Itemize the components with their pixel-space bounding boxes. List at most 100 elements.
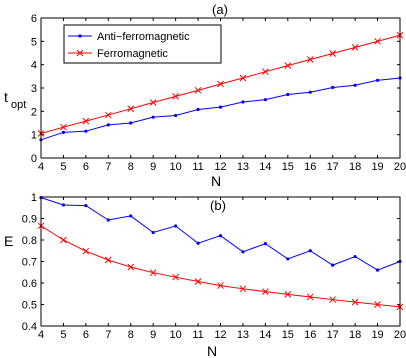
panel-a-y-tick-label: 1 <box>31 130 37 142</box>
panel-b-y-tick-label: 0.9 <box>22 214 37 226</box>
panel-b-series <box>37 196 404 311</box>
panel-b-y-tick-label: 0.7 <box>22 257 37 269</box>
panel-b-xlabel: N <box>207 343 217 358</box>
panel-b-x-tick-label: 6 <box>83 329 89 341</box>
panel-a-x-tick-label: 8 <box>128 161 134 173</box>
panel-a-point-ferromagnetic <box>262 68 269 76</box>
panel-b-x-tick-label: 14 <box>259 329 271 341</box>
panel-a-legend: Anti−ferromagnetic Ferromagnetic <box>63 24 222 64</box>
panel-a-y-tick-label: 4 <box>31 60 37 72</box>
panel-a-point-anti-ferromagnetic <box>286 92 290 97</box>
panel-a-point-anti-ferromagnetic <box>218 105 223 109</box>
panel-a-x-tick-label: 20 <box>394 161 406 173</box>
panel-a-point-anti-ferromagnetic <box>196 107 200 112</box>
panel-a-point-ferromagnetic <box>374 37 381 45</box>
panel-a-point-ferromagnetic <box>149 99 157 106</box>
panel-a-x-tick-label: 17 <box>327 161 339 173</box>
panel-b-point-ferromagnetic <box>262 288 269 295</box>
panel-b-point-ferromagnetic <box>217 282 224 289</box>
panel-a-y-tick-label: 6 <box>31 13 37 25</box>
panel-a-y-tick-label: 0 <box>31 153 37 165</box>
legend-label-anti-ferromagnetic: Anti−ferromagnetic <box>97 31 190 43</box>
panel-a-point-ferromagnetic <box>104 111 112 119</box>
panel-a-x-tick-label: 11 <box>192 161 203 173</box>
panel-b-x-tick-label: 4 <box>38 329 44 341</box>
panel-a-plot-frame <box>40 17 401 159</box>
panel-b-point-anti-ferromagnetic <box>375 268 380 272</box>
panel-b-point-ferromagnetic <box>60 236 67 244</box>
legend-entry-anti-ferromagnetic: Anti−ferromagnetic <box>68 31 190 43</box>
panel-b-x-tick-label: 18 <box>349 329 361 341</box>
legend-label-ferromagnetic: Ferromagnetic <box>97 48 168 60</box>
panel-b-x-tick-label: 8 <box>128 329 134 341</box>
panel-b-point-ferromagnetic <box>284 291 292 298</box>
panel-a-y-tick-label: 3 <box>31 83 37 95</box>
panel-b-x-ticks: 4 5 6 7 8 9 10 11 12 13 14 15 16 17 18 19 20 <box>38 197 406 341</box>
panel-b-plot-frame <box>40 196 401 327</box>
panel-b-point-ferromagnetic <box>194 278 202 285</box>
panel-a-point-ferromagnetic <box>239 74 247 82</box>
panel-a-x-tick-label: 13 <box>237 161 249 173</box>
panel-b-x-tick-label: 10 <box>170 329 182 341</box>
panel-a-point-anti-ferromagnetic <box>174 113 178 118</box>
legend-x-marker <box>76 49 84 57</box>
panel-b-point-anti-ferromagnetic <box>196 241 200 245</box>
panel-b-x-tick-label: 5 <box>60 329 66 341</box>
panel-a-x-tick-label: 5 <box>60 161 66 173</box>
panel-a-point-anti-ferromagnetic <box>129 121 133 125</box>
panel-a-point-anti-ferromagnetic <box>308 90 312 94</box>
panel-b-point-anti-ferromagnetic <box>286 257 290 261</box>
panel-a-x-tick-label: 14 <box>259 161 271 173</box>
panel-b-x-tick-label: 13 <box>237 329 249 341</box>
panel-a-ylabel: t opt <box>4 89 26 111</box>
panel-b-x-tick-label: 11 <box>192 329 203 341</box>
panel-a-x-tick-label: 16 <box>304 161 316 173</box>
panel-a-ylabel-main: t <box>4 89 8 105</box>
panel-b-point-ferromagnetic <box>374 301 381 308</box>
panel-a-point-ferromagnetic <box>217 80 224 88</box>
panel-b-point-anti-ferromagnetic <box>129 214 133 218</box>
panel-b-point-ferromagnetic <box>172 273 179 281</box>
panel-b-y-tick-label: 0.6 <box>22 278 37 290</box>
panel-b-point-anti-ferromagnetic <box>263 242 267 246</box>
panel-b-point-ferromagnetic <box>306 293 314 301</box>
panel-a-x-tick-label: 7 <box>105 161 111 173</box>
panel-b-point-anti-ferromagnetic <box>61 203 66 207</box>
panel-b-point-ferromagnetic <box>127 263 135 271</box>
panel-b-point-ferromagnetic <box>239 285 247 293</box>
panel-b-point-ferromagnetic <box>351 298 359 306</box>
panel-b-series-line-ferromagnetic <box>40 225 401 308</box>
panel-b-point-anti-ferromagnetic <box>151 230 155 235</box>
panel-b-x-tick-label: 7 <box>105 329 111 341</box>
panel-a-point-anti-ferromagnetic <box>106 123 110 127</box>
panel-b-point-ferromagnetic <box>82 247 90 255</box>
panel-a-point-anti-ferromagnetic <box>375 78 380 82</box>
legend-entry-ferromagnetic: Ferromagnetic <box>68 48 168 60</box>
panel-a-x-tick-label: 15 <box>282 161 294 173</box>
panel-a-point-anti-ferromagnetic <box>84 129 88 133</box>
panel-a-ylabel-sub: opt <box>11 99 26 111</box>
panel-b-x-tick-label: 16 <box>304 329 316 341</box>
legend-box <box>63 24 222 64</box>
legend-dot-marker <box>78 34 82 38</box>
panel-a-x-ticks: 4 5 6 7 8 9 10 11 12 13 14 15 16 17 18 19 20 <box>38 18 406 173</box>
panel-a-x-tick-label: 9 <box>150 161 156 173</box>
panel-a-x-tick-label: 12 <box>214 161 226 173</box>
panel-a-series-line-anti-ferromagnetic <box>40 77 401 141</box>
panel-b-y-tick-label: 0.8 <box>22 235 37 247</box>
panel-a-point-ferromagnetic <box>127 105 135 113</box>
panel-b-point-anti-ferromagnetic <box>84 204 88 208</box>
panel-b-x-tick-label: 20 <box>394 329 406 341</box>
panel-a-x-tick-label: 10 <box>170 161 182 173</box>
panel-a-y-tick-label: 2 <box>31 106 37 118</box>
panel-b-x-tick-label: 15 <box>282 329 294 341</box>
panel-b-point-anti-ferromagnetic <box>218 234 223 238</box>
panel-a-point-anti-ferromagnetic <box>61 130 66 134</box>
panel-b-title: (b) <box>210 198 226 213</box>
panel-a-point-ferromagnetic <box>60 123 67 131</box>
panel-b-point-ferromagnetic <box>149 269 157 277</box>
panel-b-point-anti-ferromagnetic <box>308 249 312 253</box>
panel-a-point-anti-ferromagnetic <box>241 100 245 104</box>
panel-b-point-ferromagnetic <box>329 296 337 303</box>
panel-b-x-tick-label: 9 <box>150 329 156 341</box>
